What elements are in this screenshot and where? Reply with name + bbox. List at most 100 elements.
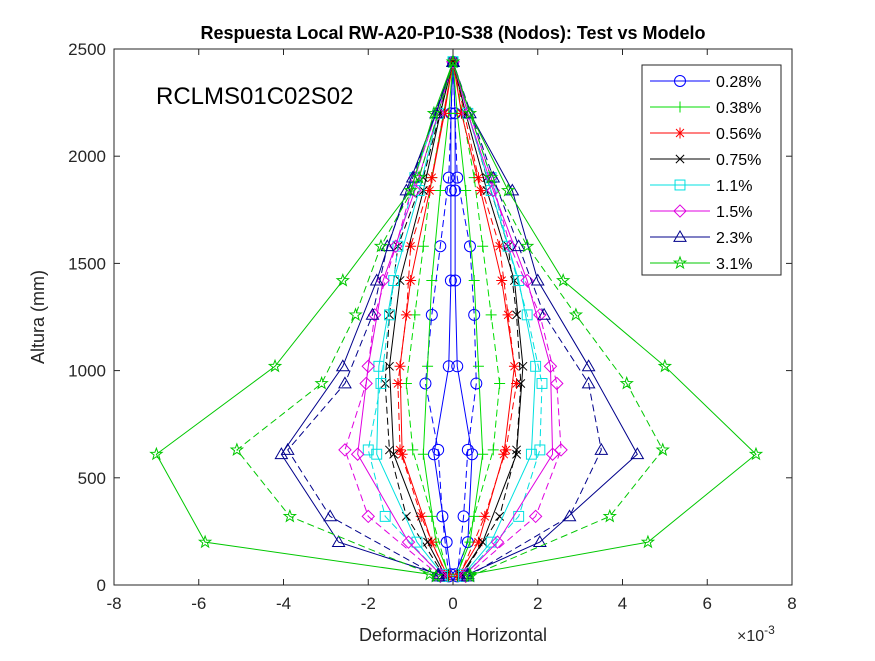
x-axis-ticks: -8 -6 -4 -2 0 2 4 6 8 [106, 49, 797, 613]
legend-marker [674, 101, 686, 113]
series-line-test-right [452, 61, 484, 575]
data-point-marker [444, 274, 457, 287]
y-axis-ticks: 0 500 1000 1500 2000 2500 [68, 40, 792, 595]
series-line-model-left [287, 61, 454, 577]
data-point-marker [280, 442, 295, 455]
data-point-marker [748, 446, 764, 461]
data-point-marker [350, 447, 365, 461]
data-point-marker [424, 185, 436, 197]
data-point-marker [392, 240, 404, 252]
data-point-marker [525, 448, 537, 460]
data-point-marker [511, 239, 526, 252]
data-point-marker [425, 308, 438, 321]
y-tick-label: 0 [97, 576, 106, 595]
legend-label: 0.38% [716, 100, 761, 117]
data-point-marker [384, 445, 394, 455]
data-point-marker [512, 449, 522, 459]
data-point-marker [502, 309, 514, 321]
data-point-marker [494, 377, 506, 389]
series-line-model-left [397, 61, 454, 577]
data-point-marker [475, 185, 487, 197]
data-point-marker [487, 444, 499, 456]
data-point-marker [380, 239, 395, 252]
data-point-marker [338, 376, 352, 389]
series-line-test-right [452, 61, 515, 575]
data-point-marker [468, 510, 480, 522]
data-point-marker [505, 183, 520, 196]
legend-label: 1.5% [716, 204, 752, 221]
series-line-model-right [452, 61, 522, 577]
data-point-marker [568, 307, 584, 321]
data-point-marker [503, 239, 517, 254]
data-point-marker [426, 275, 438, 287]
data-point-marker [500, 444, 512, 456]
data-point-marker [395, 276, 405, 286]
data-point-marker [550, 376, 564, 391]
series-line-model-right [452, 61, 602, 577]
data-point-marker [508, 360, 520, 372]
series-line-model-left [405, 61, 454, 577]
x-tick-label: -6 [191, 594, 206, 613]
series-line-model-right [452, 61, 501, 577]
data-point-marker [519, 238, 535, 253]
data-point-marker [630, 447, 645, 460]
data-point-marker [640, 534, 656, 549]
data-point-marker [460, 185, 472, 197]
x-tick-label: 2 [533, 594, 542, 613]
data-point-marker [432, 443, 445, 456]
data-point-marker [394, 360, 406, 372]
data-point-marker [451, 171, 464, 184]
data-point-marker [365, 307, 380, 320]
series-line-model-left [384, 61, 454, 577]
data-point-marker [472, 360, 484, 372]
series-3.1% [149, 54, 764, 583]
legend-label: 1.1% [716, 178, 752, 195]
data-point-marker [451, 360, 464, 373]
data-point-marker [428, 568, 444, 583]
data-point-marker [348, 307, 363, 321]
x-tick-label: 4 [618, 594, 627, 613]
data-point-marker [361, 359, 376, 374]
data-point-marker [415, 510, 427, 522]
data-point-marker [274, 447, 289, 460]
data-point-marker [361, 509, 376, 524]
data-point-marker [533, 308, 547, 322]
data-point-marker [655, 442, 670, 457]
series-line-test-left [422, 61, 454, 575]
series-line-model-right [452, 61, 562, 577]
series-line-test-right [452, 61, 638, 575]
legend: 0.28% 0.38% 0.56% 0.75% 1.1% 1.5% 2.3% 3.1% [641, 64, 782, 276]
data-point-marker [267, 358, 283, 373]
data-point-marker [335, 273, 350, 287]
data-point-marker [619, 375, 634, 390]
data-point-marker [516, 378, 526, 388]
series-line-model-left [424, 61, 454, 577]
data-point-marker [449, 274, 462, 287]
data-point-marker [149, 446, 164, 461]
data-point-marker [594, 442, 609, 455]
data-point-marker [392, 377, 404, 389]
data-point-marker [462, 105, 478, 120]
data-point-marker [472, 536, 484, 548]
series-line-model-right [452, 61, 518, 577]
data-point-marker [496, 275, 508, 287]
data-point-marker [479, 510, 491, 522]
data-point-marker [362, 444, 374, 456]
legend-label: 2.3% [716, 230, 752, 247]
series-0.38% [400, 56, 506, 582]
x-tick-label: 0 [448, 594, 457, 613]
legend-label: 0.28% [716, 74, 761, 91]
data-point-marker [485, 536, 497, 548]
series-line-model-right [452, 61, 477, 577]
data-point-marker [537, 307, 552, 320]
data-point-marker [498, 448, 510, 460]
y-axis-label: Altura (mm) [28, 270, 48, 364]
legend-box [641, 64, 782, 276]
data-point-marker [490, 535, 505, 549]
data-point-marker [485, 309, 497, 321]
data-point-marker [521, 309, 533, 321]
data-point-marker [426, 510, 438, 522]
legend-marker [674, 75, 686, 87]
legend-label: 0.75% [716, 152, 761, 169]
